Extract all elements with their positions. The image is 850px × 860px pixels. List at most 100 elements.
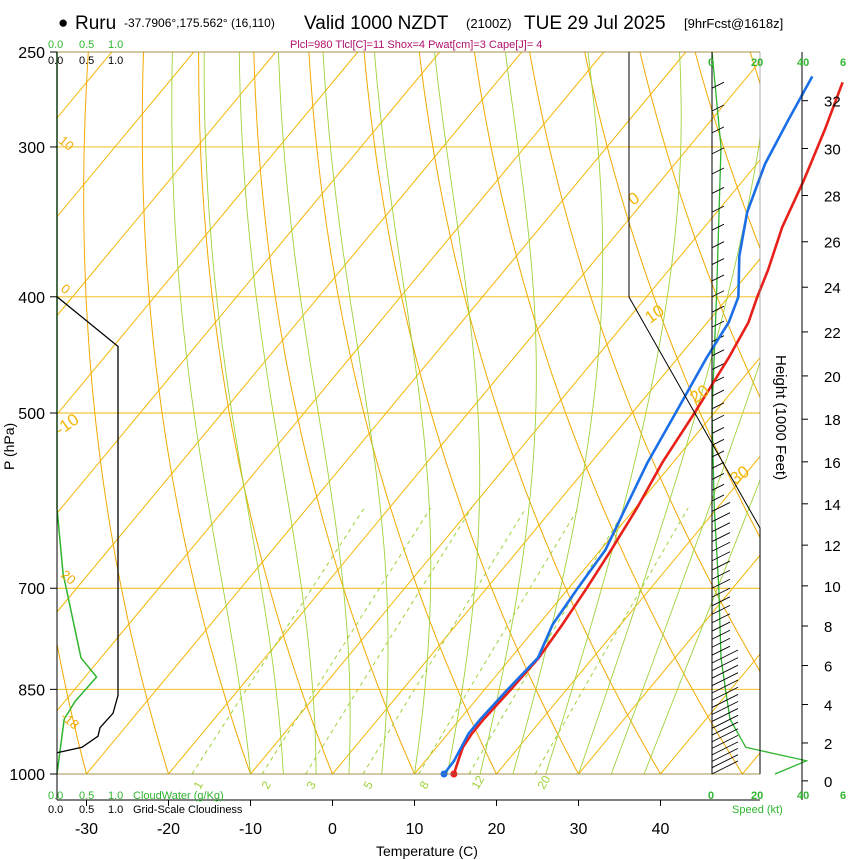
dry-adiabat-line [57, 641, 88, 774]
utc-time: (2100Z) [466, 16, 512, 31]
wind-barb [711, 657, 739, 672]
moist-adiabat-line [203, 52, 284, 774]
dry-adiabat-line [308, 52, 498, 774]
height-tick-label: 32 [824, 94, 841, 111]
height-tick-label: 16 [824, 455, 841, 472]
wind-barb [711, 241, 725, 249]
wind-barb [711, 473, 725, 480]
wind-barb [711, 701, 739, 715]
cloud-bottom-tick: 0.5 [79, 804, 94, 816]
moist-adiabat-line [374, 52, 432, 774]
wind-barb [711, 461, 725, 469]
wind-barb [711, 305, 725, 313]
wind-barb [711, 649, 739, 664]
wind-barb [711, 721, 739, 736]
wind-barb [711, 754, 739, 769]
moist-adiabat-line [578, 135, 760, 774]
dry-adiabat-line [529, 52, 760, 673]
moist-adiabat-line [171, 52, 251, 774]
mixing-ratio-line [362, 507, 527, 774]
wind-barb [711, 187, 725, 194]
wind-barb [711, 104, 725, 112]
x-tick-label: -20 [157, 821, 180, 838]
cloud-axis-bottom: 0.0 0.5 1.0 CloudWater (g/Kg) 0.0 0.5 1.… [48, 790, 243, 816]
mixing-ratio-label: 5 [360, 778, 376, 791]
wind-barb [711, 551, 731, 562]
dry-adiabat-line [253, 52, 416, 774]
isotherm-label: -10 [51, 410, 82, 440]
height-tick-label: 6 [824, 659, 832, 676]
wind-barb [711, 81, 725, 89]
wind-barbs [711, 51, 809, 775]
wind-barb [711, 147, 725, 155]
moist-adiabat-line [643, 478, 760, 774]
isotherm-line [57, 52, 195, 218]
x-tick-label: -10 [239, 821, 262, 838]
mixing-ratio-line [418, 507, 579, 774]
dry-adiabat-line [83, 52, 170, 774]
dry-adiabat-line [363, 52, 580, 774]
wind-tick: 6 [840, 57, 846, 69]
moist-adiabat-line [278, 52, 351, 774]
cloud-bottom-green-tick: 0.0 [48, 790, 63, 802]
moist-adiabat-line [322, 52, 389, 774]
forecast-label: [9hrFcst@1618z] [684, 16, 783, 31]
wind-tick: 40 [797, 790, 809, 802]
wind-barb [711, 274, 725, 282]
wind-barb [711, 621, 731, 632]
wind-barb [711, 679, 739, 694]
mixing-ratio-label: 20 [534, 773, 553, 792]
wind-barb [711, 363, 725, 370]
x-tick-label: 10 [406, 821, 424, 838]
wind-barb [711, 741, 739, 756]
height-tick-label: 24 [824, 280, 841, 297]
wind-barb [711, 613, 731, 624]
pressure-tick-label: 250 [18, 45, 45, 62]
wind-barb [711, 541, 731, 552]
moist-adiabat-grid [171, 52, 760, 774]
wind-barb [711, 637, 731, 648]
wind-tick: 0 [708, 790, 714, 802]
height-axis-title: Height (1000 Feet) [772, 355, 789, 480]
x-tick-label: 20 [488, 821, 506, 838]
wind-barb [711, 629, 731, 640]
height-tick-label: 22 [824, 325, 841, 342]
wind-barb [711, 223, 725, 231]
wind-tick: 20 [751, 790, 763, 802]
wind-barb [711, 708, 739, 722]
x-axis-ticks: -30 -20 -10 0 10 20 30 40 [75, 800, 670, 838]
wind-barb [711, 686, 739, 701]
x-tick-label: 0 [328, 821, 337, 838]
mixing-ratio-label: 3 [303, 778, 319, 791]
cloud-top-green-tick: 1.0 [108, 39, 123, 51]
y-axis-title: P (hPa) [1, 423, 17, 470]
moist-adiabat-line [434, 52, 481, 774]
mixing-ratio-line [261, 507, 432, 774]
x-axis-title: Temperature (C) [376, 843, 478, 859]
dry-adiabat-label: 10 [56, 133, 77, 154]
pressure-tick-label: 300 [18, 140, 45, 157]
station-marker-icon: ● [58, 13, 68, 32]
height-tick-label: 0 [824, 774, 832, 791]
wind-barb [711, 258, 725, 265]
wind-barb [711, 494, 725, 502]
x-tick-label: 40 [652, 821, 670, 838]
wind-barb [711, 604, 731, 615]
wind-barb [711, 483, 725, 491]
dry-adiabat-line [141, 52, 252, 774]
mixing-ratio-label: 12 [468, 773, 487, 792]
wind-barb [711, 532, 731, 542]
dry-adiabat-label: 20 [58, 567, 79, 588]
cloud-top-tick: 0.0 [48, 55, 63, 67]
height-tick-label: 30 [824, 142, 841, 159]
wind-barb [711, 290, 725, 298]
pressure-tick-label: 700 [18, 581, 45, 598]
cloud-axis-top: 0.0 0.5 1.0 0.0 0.5 1.0 [48, 39, 123, 67]
moist-adiabat-line [545, 52, 682, 774]
wind-barb [711, 569, 731, 580]
valid-time: Valid 1000 NZDT [304, 13, 449, 34]
height-tick-label: 10 [824, 579, 841, 596]
isotherm-line [578, 554, 760, 774]
wind-barb [711, 645, 731, 656]
